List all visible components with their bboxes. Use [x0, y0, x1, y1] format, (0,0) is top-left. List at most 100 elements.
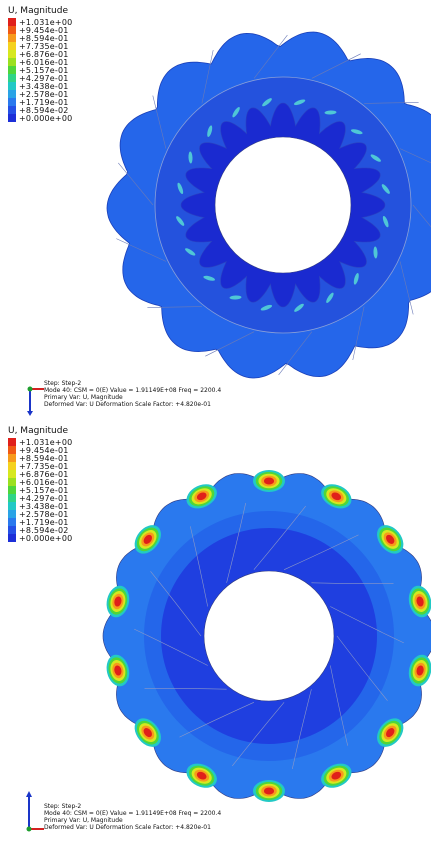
legend-label: +8.594e-02	[19, 525, 69, 535]
blade-highlight	[382, 215, 389, 228]
blade-highlight	[353, 272, 359, 285]
legend-swatch	[8, 454, 16, 462]
legend-swatch	[8, 74, 16, 82]
axis-triad-top	[27, 386, 44, 416]
hotspot	[263, 787, 275, 795]
info-deformed-var: Deformed Var: U Deformation Scale Factor…	[44, 824, 211, 831]
blade-highlight	[370, 154, 381, 162]
legend-swatch	[8, 518, 16, 526]
blade-line	[150, 571, 202, 637]
legend-swatch	[8, 42, 16, 50]
blade-line	[278, 331, 313, 376]
legend-swatch	[8, 462, 16, 470]
legend-label: +8.594e-02	[19, 105, 69, 115]
blade-line	[116, 238, 167, 262]
legend-entry: +7.735e-01	[8, 42, 138, 51]
blade-line	[330, 606, 404, 644]
legend-entry: +9.454e-01	[8, 26, 138, 35]
info-block-bottom: Step: Step-2 Mode 40: CSM = 0(E) Value =…	[44, 803, 221, 831]
legend-entry: +1.719e-01	[8, 97, 138, 107]
info-deformed-var: Deformed Var: U Deformation Scale Factor…	[44, 401, 211, 408]
blade-line	[190, 526, 208, 607]
legend-label: +4.297e-01	[19, 493, 69, 503]
legend-label: +1.031e+00	[19, 437, 73, 447]
legend-swatch	[8, 98, 16, 106]
legend-label: +2.578e-01	[19, 509, 69, 519]
blade-highlight	[229, 295, 242, 300]
legend-swatch	[8, 438, 16, 446]
legend-label: +2.578e-01	[19, 89, 69, 99]
legend-entry: +5.157e-01	[8, 66, 138, 75]
legend-swatch	[8, 526, 16, 534]
legend-entry: +0.000e+00	[8, 534, 138, 543]
legend-entry: +2.578e-01	[8, 89, 138, 99]
blade-highlight	[203, 275, 216, 281]
hotspot	[416, 596, 424, 607]
blade-highlight	[188, 151, 193, 164]
legend-label: +5.157e-01	[19, 485, 69, 495]
info-primary-var: Primary Var: U, Magnitude	[44, 817, 123, 824]
blade-highlight	[350, 129, 363, 135]
plot-top	[106, 31, 431, 379]
blade-highlights	[176, 98, 390, 312]
hotspots	[106, 470, 431, 802]
blade-line	[330, 665, 348, 746]
legend-label: +3.438e-01	[19, 81, 69, 91]
info-block-top: Step: Step-2 Mode 40: CSM = 0(E) Value =…	[44, 380, 221, 408]
blade-line	[399, 261, 414, 315]
legend-label: +1.719e-01	[19, 97, 69, 107]
legend-swatch	[8, 58, 16, 66]
legend-label: +3.438e-01	[19, 501, 69, 511]
blade-line	[118, 162, 154, 206]
legend-entry: +6.876e-01	[8, 49, 138, 59]
blade-highlight	[373, 246, 378, 259]
legend-entry: +8.594e-02	[8, 525, 138, 535]
blade-highlight	[185, 248, 196, 256]
legend-entry: +8.594e-01	[8, 33, 138, 43]
legend-label: +8.594e-01	[19, 33, 69, 43]
legend-scale: +1.031e+00 +9.454e-01 +8.594e-01 +7.735e-01…	[8, 17, 138, 123]
blade-line	[144, 687, 227, 690]
legend-swatch	[8, 494, 16, 502]
legend-swatch	[8, 470, 16, 478]
blade-highlight	[262, 98, 272, 107]
blade-line	[232, 702, 285, 767]
blade-line	[205, 331, 255, 357]
legend-label: +6.876e-01	[19, 49, 69, 59]
hotspot	[114, 596, 122, 607]
blade-highlight	[326, 292, 334, 303]
legend-label: +4.297e-01	[19, 73, 69, 83]
legend-swatch	[8, 66, 16, 74]
legend-swatch	[8, 510, 16, 518]
legend-top: U, Magnitude +1.031e+00 +9.454e-01 +8.594e…	[8, 6, 138, 123]
blade-line	[311, 582, 394, 585]
blade-line	[412, 204, 431, 228]
legend-label: +0.000e+00	[19, 113, 73, 123]
legend-label: +1.031e+00	[19, 17, 73, 27]
hotspot	[263, 477, 275, 485]
blade-highlight	[232, 107, 240, 118]
legend-swatch	[8, 50, 16, 58]
legend-entry: +6.016e-01	[8, 58, 138, 67]
legend-swatch	[8, 534, 16, 542]
legend-entry: +8.594e-01	[8, 454, 138, 463]
legend-entry: +3.438e-01	[8, 81, 138, 91]
legend-title: U, Magnitude	[8, 426, 68, 436]
legend-swatch	[8, 446, 16, 454]
legend-label: +9.454e-01	[19, 445, 69, 455]
legend-entry: +7.735e-01	[8, 462, 138, 471]
blade-line	[336, 635, 388, 701]
legend-entry: +1.719e-01	[8, 517, 138, 527]
hotspot	[143, 534, 152, 544]
blade-highlight	[294, 303, 304, 312]
legend-label: +1.719e-01	[19, 517, 69, 527]
panel-top: U, Magnitude +1.031e+00 +9.454e-01 +8.594e…	[0, 0, 431, 420]
blade-line	[147, 306, 202, 308]
legend-bottom: U, Magnitude +1.031e+00 +9.454e-01 +8.594e…	[8, 426, 138, 543]
info-step: Step: Step-2	[44, 380, 82, 387]
center-hole	[214, 136, 352, 274]
blade-highlight	[293, 99, 306, 106]
legend-swatch	[8, 478, 16, 486]
info-mode: Mode 40: CSM = 0(E) Value = 1.91149E+08 …	[44, 810, 222, 817]
legend-swatch	[8, 486, 16, 494]
